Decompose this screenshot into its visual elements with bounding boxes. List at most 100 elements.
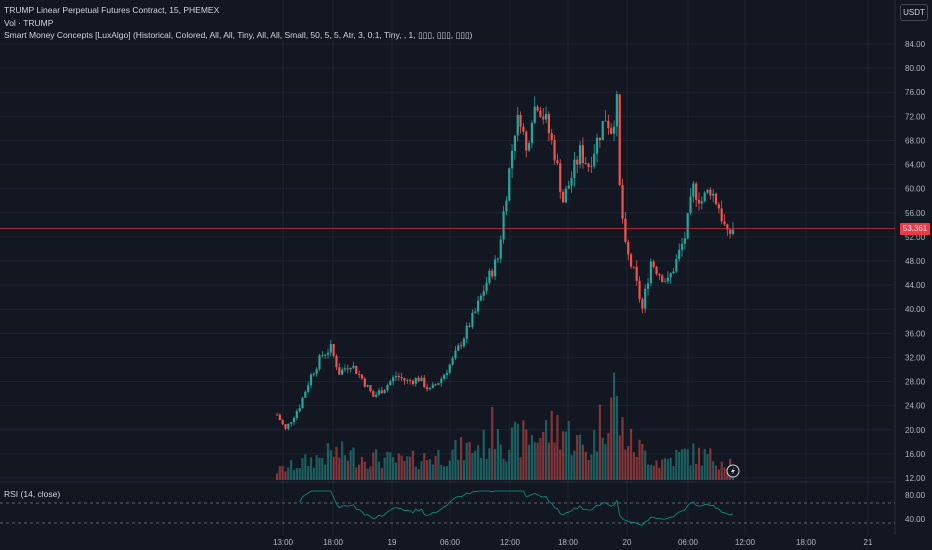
volume-bar: [556, 415, 559, 480]
candle-body: [666, 277, 669, 282]
candle-body: [309, 374, 313, 386]
volume-bar: [564, 431, 567, 480]
volume-bar: [544, 420, 548, 480]
volume-bar: [539, 437, 542, 480]
smc-indicator-legend[interactable]: Smart Money Concepts [LuxAlgo] (Historic…: [4, 30, 473, 40]
candle-body: [536, 106, 539, 111]
candle-body: [686, 212, 689, 239]
candle-body: [343, 368, 347, 370]
candle-body: [431, 384, 434, 388]
candle-body: [377, 390, 381, 395]
candle-body: [476, 300, 480, 312]
candle-body: [561, 191, 565, 203]
candle-body: [332, 344, 335, 356]
volume-bar: [646, 464, 650, 480]
candle-body: [550, 133, 553, 141]
volume-bar: [505, 461, 508, 480]
price-tick-label: 84.00: [905, 40, 926, 49]
price-tick-label: 16.00: [905, 450, 926, 459]
volume-bar: [343, 455, 347, 480]
volume-bar: [338, 457, 341, 480]
candle-body: [731, 229, 735, 234]
volume-bar: [519, 457, 522, 480]
price-axis: 84.00 80.00 76.00 72.00 68.00 64.00 60.00 56.00…: [905, 40, 926, 483]
volume-bar: [332, 456, 335, 480]
time-tick-label: 12:00: [735, 538, 756, 547]
candle-body: [581, 145, 584, 164]
volume-bar: [666, 459, 669, 480]
volume-bar: [363, 461, 366, 480]
volume-bar: [632, 452, 635, 480]
candle-body: [352, 365, 355, 368]
time-tick-label: 21: [864, 538, 873, 547]
volume-bar: [360, 456, 364, 480]
volume-bar: [389, 452, 392, 480]
price-tick-label: 28.00: [905, 378, 926, 387]
volume-bar: [355, 467, 358, 480]
volume-bar: [315, 455, 318, 480]
rsi-legend[interactable]: RSI (14, close): [4, 489, 61, 499]
candle-body: [655, 267, 658, 274]
candle-body: [530, 123, 534, 144]
rsi-tick-label: 40.00: [905, 515, 926, 524]
volume-bar: [482, 429, 485, 480]
candle-body: [341, 369, 344, 375]
candle-body: [533, 106, 536, 124]
volume-bar: [278, 466, 281, 480]
volume-bar: [624, 449, 627, 480]
candle-body: [516, 114, 519, 136]
candle-body: [417, 377, 420, 382]
volume-legend[interactable]: Vol · TRUMP: [4, 18, 54, 28]
volume-bar: [309, 457, 313, 480]
volume-bar: [595, 451, 599, 480]
price-tick-label: 76.00: [905, 88, 926, 97]
candle-body: [513, 135, 517, 151]
candle-body: [389, 381, 392, 386]
volume-bar: [638, 439, 641, 480]
volume-bar: [386, 451, 389, 480]
candle-body: [445, 372, 449, 375]
price-tick-label: 64.00: [905, 161, 926, 170]
candle-body: [338, 367, 341, 375]
symbol-title[interactable]: TRUMP Linear Perpetual Futures Contract,…: [4, 5, 220, 15]
candle-body: [298, 408, 301, 412]
volume-bar: [712, 461, 715, 480]
volume-bar: [581, 444, 584, 480]
candle-body: [284, 424, 287, 429]
candle-body: [426, 387, 429, 390]
candle-body: [411, 380, 415, 384]
volume-bar: [301, 458, 304, 480]
candle-body: [697, 199, 701, 204]
volume-bar: [686, 449, 689, 480]
candle-body: [709, 189, 712, 196]
volume-bar: [375, 449, 378, 480]
volume-bar: [485, 458, 488, 480]
volume-bar: [462, 460, 466, 480]
candle-body: [409, 380, 412, 382]
time-tick-label: 18:00: [323, 538, 344, 547]
currency-button[interactable]: USDT: [900, 4, 928, 21]
candle-body: [278, 414, 281, 421]
candle-body: [714, 193, 718, 205]
candle-body: [482, 291, 485, 296]
volume-bar: [400, 455, 403, 480]
volume-bar: [287, 467, 290, 480]
volume-bar: [383, 457, 386, 480]
volume-bar: [527, 444, 531, 480]
candle-body: [485, 282, 488, 292]
volume-bar: [618, 435, 621, 480]
volume-bar: [542, 431, 545, 480]
volume-bar: [292, 470, 296, 480]
alert-icon[interactable]: [726, 464, 740, 478]
candle-body: [443, 374, 446, 379]
volume-bar: [587, 460, 590, 480]
candle-body: [573, 159, 576, 178]
candle-body: [519, 114, 522, 127]
volume-bar: [346, 460, 349, 480]
volume-bar: [445, 466, 449, 480]
volume-bar: [536, 442, 539, 480]
candle-body: [502, 211, 505, 240]
candle-body: [683, 238, 686, 244]
price-tick-label: 56.00: [905, 209, 926, 218]
